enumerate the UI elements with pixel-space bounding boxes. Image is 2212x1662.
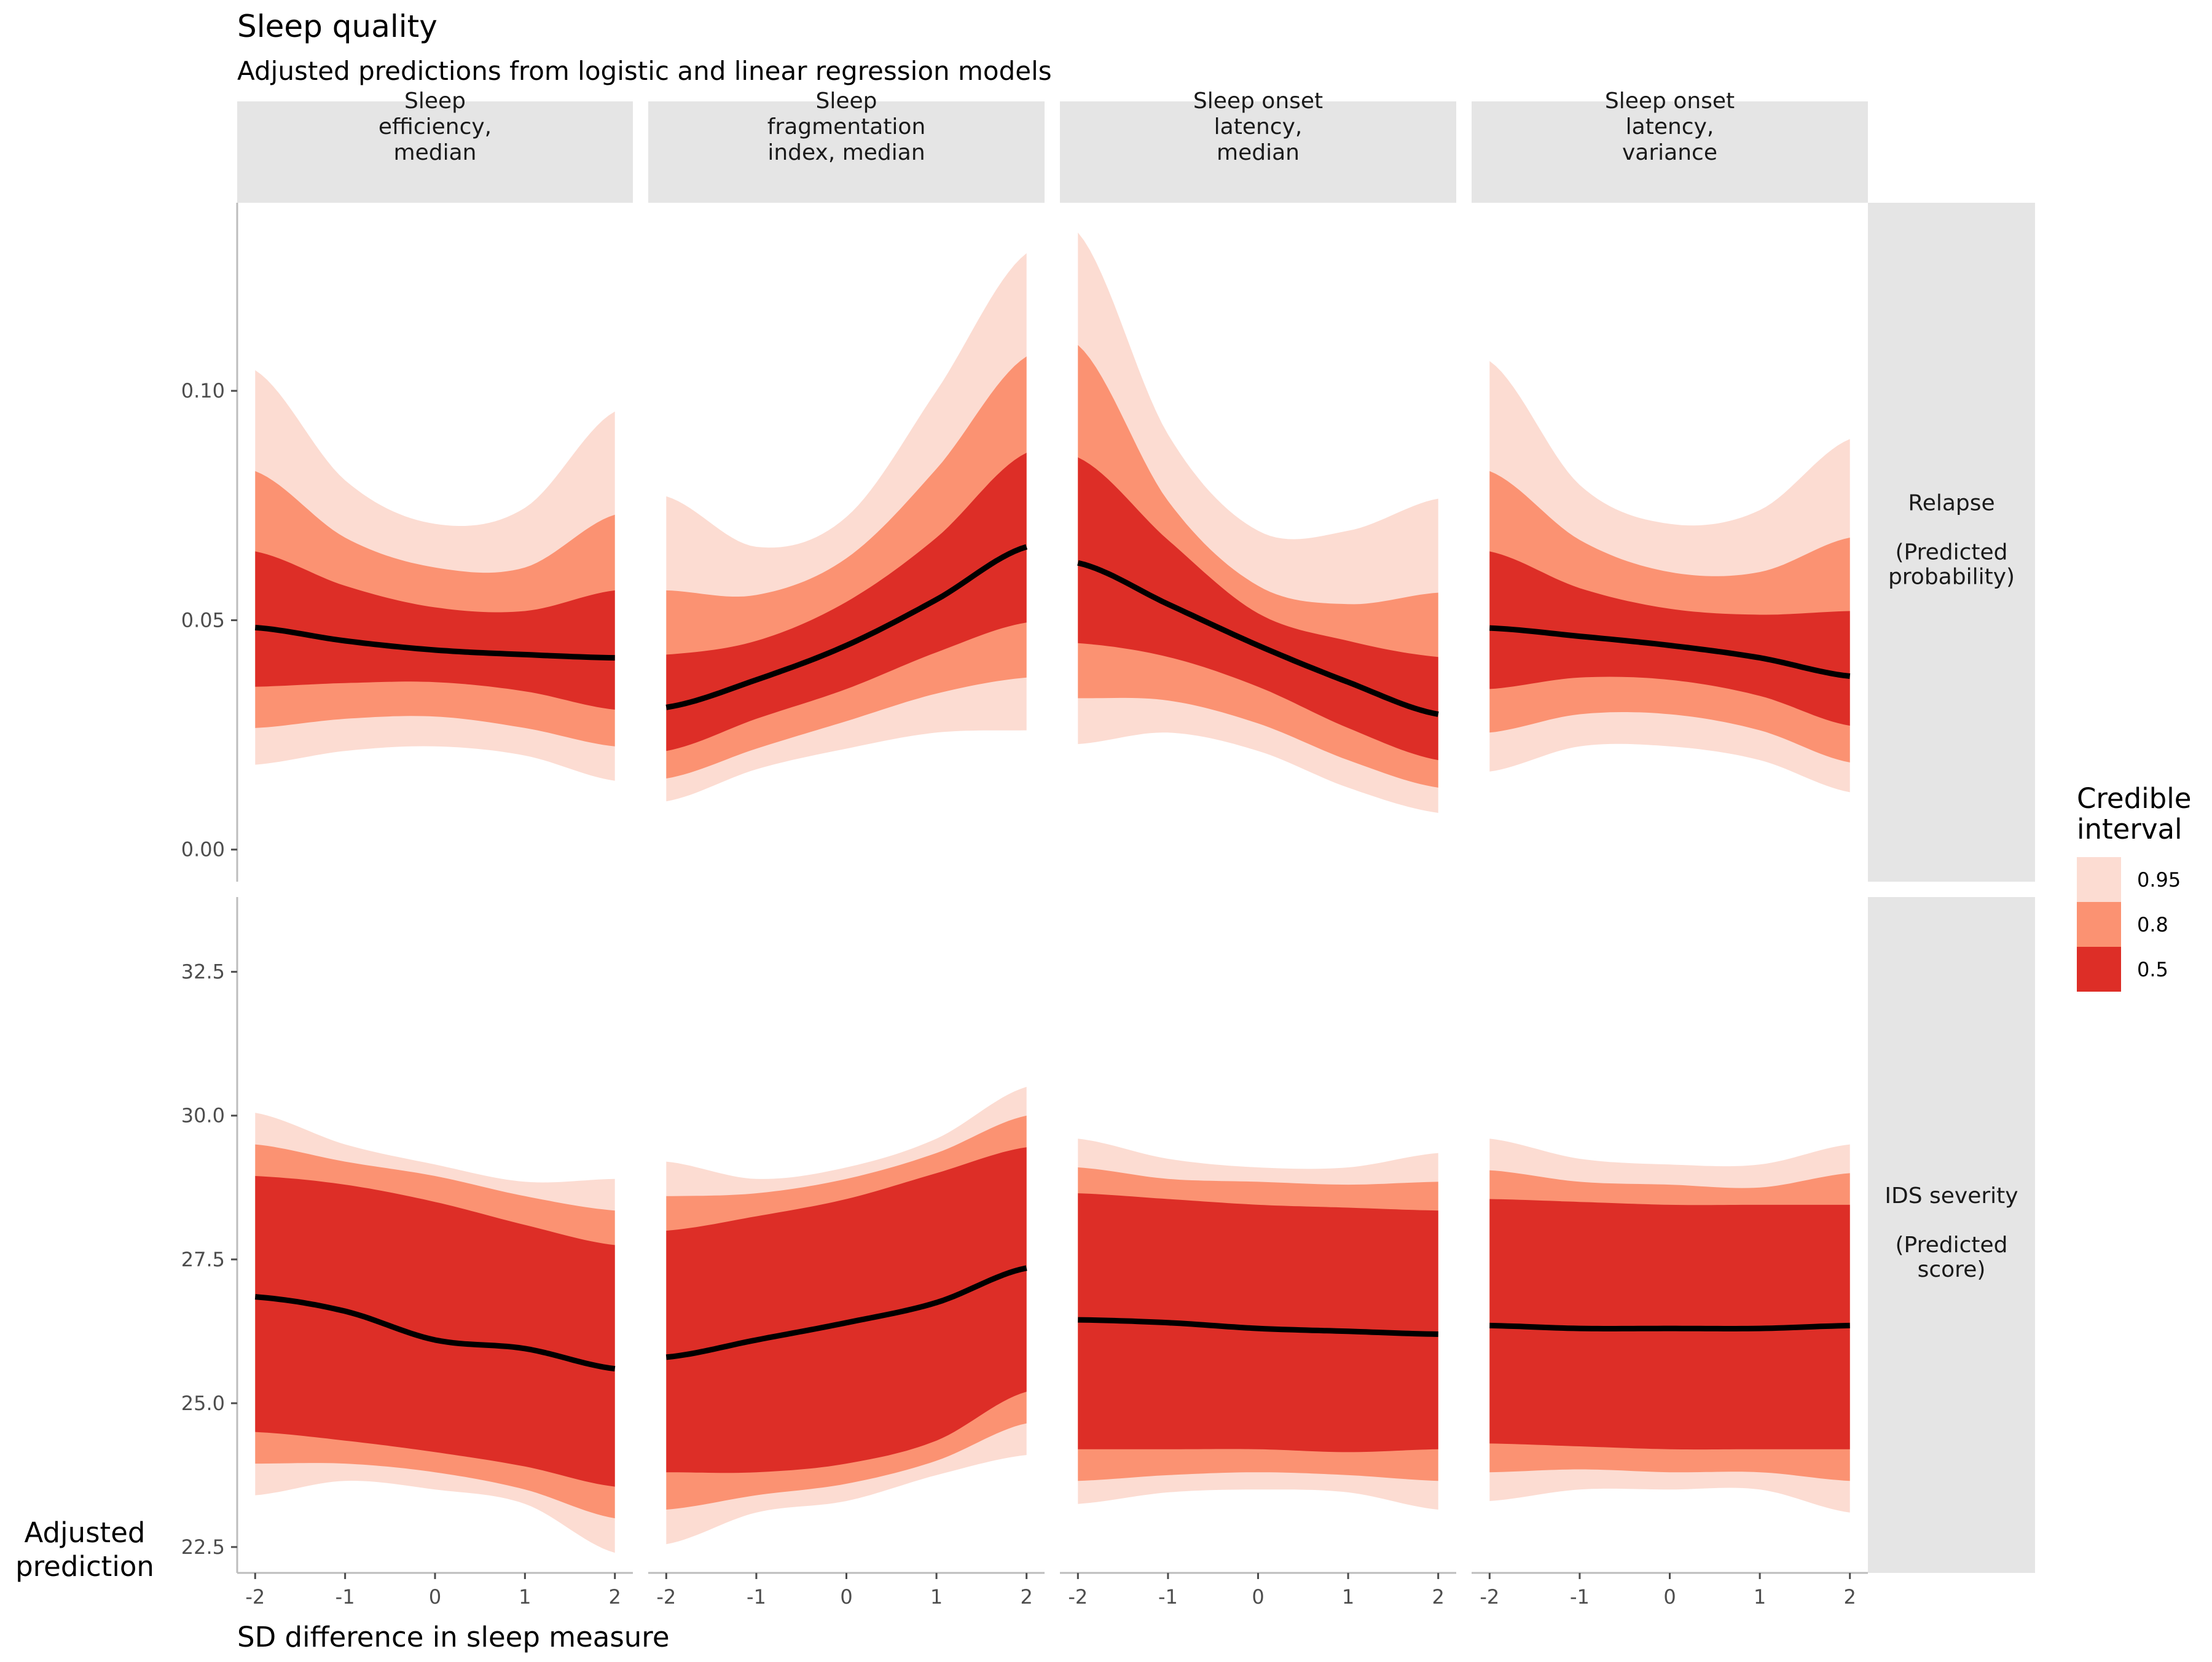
x-tick-label: 2 [1432, 1585, 1445, 1609]
legend-key [2077, 947, 2121, 992]
y-tick-label: 32.5 [181, 960, 225, 984]
y-axis-title: Adjusted prediction [15, 1516, 154, 1583]
y-tick-label: 0.00 [181, 838, 225, 861]
column-strip-bg [1472, 101, 1868, 203]
y-tick-label: 25.0 [181, 1392, 225, 1415]
column-strip-bg [648, 101, 1045, 203]
band-ci50 [666, 452, 1027, 751]
y-axis-title-text: Adjusted prediction [15, 1516, 154, 1583]
median-line [665, 1265, 1027, 1360]
y-tick-label: 27.5 [181, 1248, 225, 1271]
column-strip-label: Sleep onset latency, median [1193, 88, 1323, 165]
row-strip-label: IDS severity (Predicted score) [1885, 1183, 2018, 1282]
band-ci50 [255, 551, 615, 710]
x-tick-label: -2 [1068, 1585, 1088, 1609]
x-tick-label: 0 [1663, 1585, 1676, 1609]
y-tick-label: 30.0 [181, 1104, 225, 1127]
x-tick-label: 2 [609, 1585, 621, 1609]
x-tick-label: -2 [656, 1585, 676, 1609]
panel [665, 253, 1028, 802]
median-line [1489, 625, 1851, 679]
x-tick-label: 0 [1252, 1585, 1264, 1609]
x-tick-label: 0 [840, 1585, 852, 1609]
x-tick-label: 0 [429, 1585, 441, 1609]
band-ci50 [255, 1176, 615, 1487]
column-strip-bg [237, 101, 633, 203]
column-strip-label: Sleep onset latency, variance [1605, 88, 1735, 165]
legend-label: 0.95 [2137, 868, 2181, 892]
panel: -2 -1 0 1 2 [648, 1086, 1045, 1609]
row-strip-bg [1868, 897, 2035, 1573]
x-tick-label: 1 [930, 1585, 943, 1609]
band-ci50 [666, 1147, 1027, 1473]
panel: 22.5 25.0 27.5 30.0 32.5 -2 -1 0 1 2 [181, 897, 633, 1609]
median-line [1078, 1317, 1438, 1337]
x-tick-label: 2 [1021, 1585, 1033, 1609]
band-ci50 [1489, 1199, 1850, 1450]
x-tick-label: 2 [1844, 1585, 1856, 1609]
legend-title: Credible interval [2077, 782, 2191, 845]
median-line [254, 624, 615, 661]
column-strip-label: Sleep fragmentation index, median [767, 88, 926, 165]
row-strips: Relapse (Predicted probability) IDS severi… [1868, 203, 2035, 1573]
panel [1077, 232, 1439, 813]
y-tick-label: 0.10 [181, 379, 225, 402]
x-tick-label: -1 [335, 1585, 355, 1609]
column-strip-label: Sleep efficiency, median [378, 88, 492, 165]
x-tick-label: -1 [747, 1585, 766, 1609]
row-strip-bg [1868, 203, 2035, 882]
x-tick-label: 1 [1342, 1585, 1354, 1609]
median-line [665, 544, 1028, 710]
x-tick-label: -2 [1480, 1585, 1499, 1609]
band-ci50 [1489, 551, 1850, 726]
legend: Credible interval 0.95 0.8 0.5 [2077, 782, 2191, 992]
legend-label: 0.8 [2137, 913, 2168, 936]
x-tick-label: 1 [519, 1585, 531, 1609]
legend-label: 0.5 [2137, 958, 2168, 981]
x-tick-label: 1 [1754, 1585, 1766, 1609]
panel: -2 -1 0 1 2 [1060, 1139, 1456, 1609]
x-axis-title: SD difference in sleep measure [237, 1621, 670, 1653]
panel: 0.00 0.05 0.10 [181, 203, 615, 882]
column-strip-bg [1060, 101, 1456, 203]
panel: -2 -1 0 1 2 [1472, 1139, 1868, 1609]
column-strips: Sleep efficiency, median Sleep fragmentation… [237, 88, 1868, 203]
x-tick-label: -1 [1158, 1585, 1178, 1609]
median-line [1077, 560, 1439, 717]
y-tick-label: 0.05 [181, 608, 225, 632]
x-tick-label: -2 [245, 1585, 265, 1609]
chart-title: Sleep quality [237, 9, 437, 44]
median-line [254, 1294, 616, 1372]
legend-key [2077, 857, 2121, 902]
x-tick-label: -1 [1570, 1585, 1590, 1609]
y-tick-label: 22.5 [181, 1535, 225, 1559]
row-strip-label: Relapse (Predicted probability) [1888, 491, 2015, 590]
chart-subtitle: Adjusted predictions from logistic and l… [237, 56, 1052, 86]
legend-key [2077, 902, 2121, 947]
band-ci50 [1078, 1193, 1438, 1452]
median-line [1489, 1322, 1850, 1331]
panel [1489, 361, 1851, 793]
